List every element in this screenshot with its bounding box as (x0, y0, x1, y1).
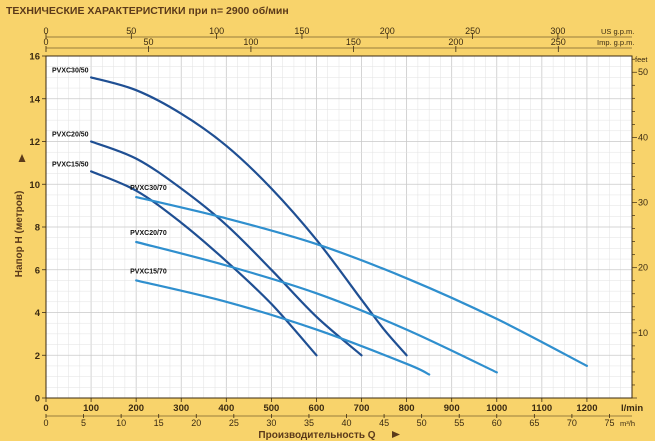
m3h-tick-label: 30 (266, 418, 276, 428)
m3h-tick-label: 65 (529, 418, 539, 428)
ft-tick-label: 10 (638, 328, 648, 338)
ft-tick-label: 30 (638, 198, 648, 208)
x-arrow-icon (392, 431, 400, 438)
x-tick-label: 0 (43, 403, 48, 414)
y-arrow-icon (18, 154, 26, 162)
m3h-tick-label: 55 (454, 418, 464, 428)
series-line-pvxc15-70 (135, 279, 431, 376)
grid (45, 55, 633, 399)
usgpm-tick-label: 50 (126, 26, 136, 36)
m3h-tick-label: 5 (81, 418, 86, 428)
y-tick-label: 0 (35, 394, 40, 405)
impgpm-tick-label: 150 (346, 37, 361, 47)
series-line-pvxc30-70 (135, 196, 588, 367)
impgpm-tick-label: 200 (448, 37, 463, 47)
y-tick-label: 16 (29, 52, 40, 63)
usgpm-tick-label: 100 (209, 26, 224, 36)
m3h-tick-label: 10 (116, 418, 126, 428)
x-unit-label: l/min (621, 403, 643, 414)
m3h-tick-label: 0 (43, 418, 48, 428)
series-line-pvxc15-50 (90, 170, 318, 357)
m3h-tick-label: 60 (492, 418, 502, 428)
m3h-tick-label: 35 (304, 418, 314, 428)
y-tick-label: 4 (35, 308, 41, 319)
x-tick-label: 1200 (576, 403, 597, 414)
m3h-tick-label: 50 (417, 418, 427, 428)
x-tick-label: 500 (263, 403, 279, 414)
usgpm-tick-label: 300 (550, 26, 565, 36)
m3h-tick-label: 25 (229, 418, 239, 428)
series-label: PVXC20/50 (52, 132, 89, 139)
ft-tick-label: 40 (638, 132, 648, 142)
y-tick-label: 2 (35, 351, 40, 362)
series-label: PVXC30/50 (52, 67, 89, 74)
x-tick-label: 1000 (486, 403, 507, 414)
usgpm-tick-label: 0 (43, 26, 48, 36)
m3h-tick-label: 45 (379, 418, 389, 428)
axes: 0 100 200 300 400 500 600 700 800 900 1000 1100 1200… (18, 26, 648, 438)
y-tick-label: 12 (29, 137, 40, 148)
y-tick-label: 8 (35, 223, 40, 234)
impgpm-tick-label: 100 (243, 37, 258, 47)
ft-unit-label: feet (635, 55, 648, 64)
series-label: PVXC30/70 (130, 185, 167, 192)
x-tick-label: 200 (128, 403, 144, 414)
m3h-unit-label: m³/h (620, 419, 635, 428)
x-axis-label: Производительность Q (258, 430, 375, 441)
x-tick-label: 900 (444, 403, 460, 414)
x-tick-label: 1100 (532, 403, 553, 414)
series-labels: PVXC30/50 PVXC20/50 PVXC15/50 PVXC30/70 PVXC… (52, 67, 167, 275)
ft-tick-label: 50 (638, 67, 648, 77)
m3h-tick-label: 75 (604, 418, 614, 428)
usgpm-tick-label: 200 (380, 26, 395, 36)
series-line-pvxc20-50 (90, 140, 363, 357)
usgpm-tick-label: 150 (294, 26, 309, 36)
impgpm-unit-label: Imp. g.p.m. (597, 38, 635, 47)
usgpm-tick-label: 250 (465, 26, 480, 36)
y-axis-label: Напор H (метров) (14, 191, 25, 278)
impgpm-tick-label: 250 (551, 37, 566, 47)
x-tick-label: 100 (83, 403, 99, 414)
impgpm-tick-label: 0 (43, 37, 48, 47)
ft-tick-label: 20 (638, 263, 648, 273)
m3h-tick-label: 15 (154, 418, 164, 428)
x-tick-label: 700 (354, 403, 370, 414)
y-tick-label: 14 (29, 94, 40, 105)
series-label: PVXC15/50 (52, 161, 89, 168)
impgpm-tick-label: 50 (143, 37, 153, 47)
x-tick-label: 800 (399, 403, 415, 414)
x-tick-label: 600 (309, 403, 325, 414)
series-label: PVXC20/70 (130, 230, 167, 237)
usgpm-unit-label: US g.p.m. (601, 27, 634, 36)
x-tick-label: 400 (218, 403, 234, 414)
y-tick-label: 6 (35, 265, 40, 276)
y-tick-label: 10 (29, 180, 40, 191)
x-tick-label: 300 (173, 403, 189, 414)
m3h-tick-label: 70 (567, 418, 577, 428)
m3h-tick-label: 40 (342, 418, 352, 428)
chart-title: ТЕХНИЧЕСКИЕ ХАРАКТЕРИСТИКИ при n= 2900 о… (6, 5, 289, 17)
series-line-pvxc20-70 (135, 240, 498, 374)
m3h-tick-label: 20 (191, 418, 201, 428)
series-line-pvxc30-50 (90, 76, 408, 357)
series-layer (90, 76, 588, 376)
series-label: PVXC15/70 (130, 268, 167, 275)
